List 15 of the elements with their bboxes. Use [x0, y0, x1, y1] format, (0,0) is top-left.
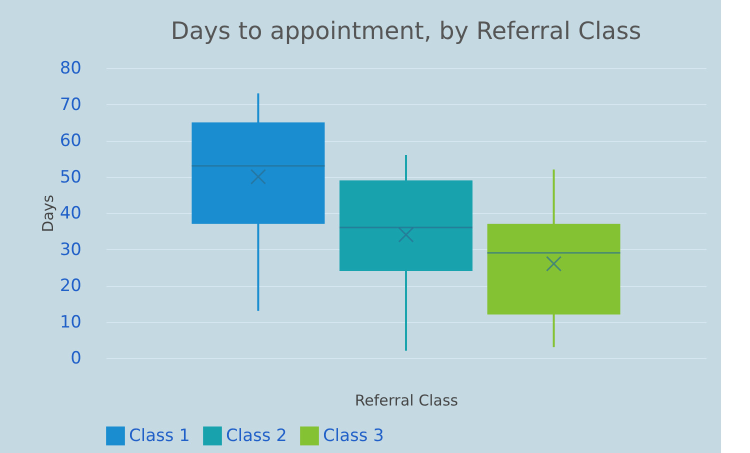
y-tick-label: 20: [60, 276, 82, 296]
legend-label: Class 2: [226, 426, 287, 446]
y-tick-label: 40: [60, 204, 82, 224]
y-tick-label: 60: [60, 131, 82, 151]
y-tick-label: 70: [60, 94, 82, 115]
y-tick-label: 50: [60, 167, 82, 188]
x-axis-title: Referral Class: [354, 392, 458, 410]
y-tick-label: 30: [60, 240, 82, 260]
y-tick-label: 0: [70, 348, 82, 368]
y-axis-title: Days: [38, 194, 57, 232]
legend-label: Class 1: [129, 426, 190, 446]
y-tick-label: 10: [60, 312, 82, 332]
chart-title: Days to appointment, by Referral Class: [170, 17, 642, 45]
legend-label: Class 3: [323, 426, 384, 446]
y-tick-label: 80: [60, 58, 82, 78]
